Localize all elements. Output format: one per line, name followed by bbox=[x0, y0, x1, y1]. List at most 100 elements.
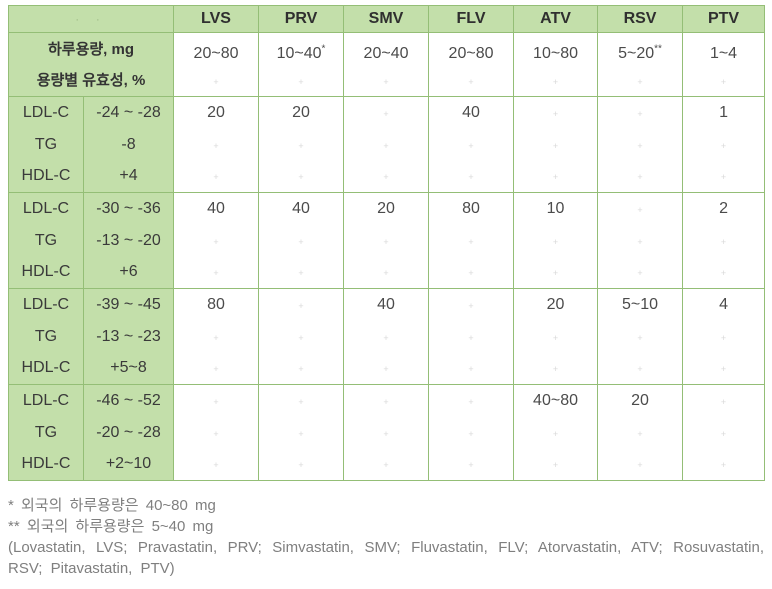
table-row: HDL-C +5~8 + + + + + + + bbox=[8, 352, 766, 385]
metric-range: +2~10 bbox=[82, 448, 175, 481]
empty-cell-mark: + bbox=[637, 428, 643, 439]
value-cell-atv: + bbox=[513, 160, 599, 193]
value-cell-atv: 20 bbox=[513, 288, 599, 321]
empty-cell-mark: + bbox=[298, 396, 304, 407]
value-cell-smv: + bbox=[343, 224, 430, 257]
value-cell-prv: + bbox=[258, 224, 345, 257]
value-cell-flv: + bbox=[428, 128, 515, 161]
empty-cell-mark: + bbox=[298, 460, 304, 471]
value-cell-rsv: 20 bbox=[597, 384, 684, 417]
table-header: · · LVS PRV SMV FLV ATV RSV PTV 하루용량, mg 용량별 유효성,… bbox=[7, 5, 766, 97]
empty-cell-mark: + bbox=[552, 172, 559, 183]
metric-range: -20 ~ -28 bbox=[82, 416, 175, 449]
column-header-ptv: PTV bbox=[682, 5, 766, 33]
metric-label: TG bbox=[8, 128, 84, 161]
metric-label: TG bbox=[8, 416, 84, 449]
abbreviation-legend: (Lovastatin, LVS; Pravastatin, PRV; Simv… bbox=[8, 539, 764, 577]
dose-value-atv: 10~80 + bbox=[513, 32, 599, 97]
empty-cell-mark: + bbox=[213, 364, 219, 375]
empty-cell-mark: + bbox=[468, 236, 474, 247]
empty-cell-mark: + bbox=[637, 332, 643, 343]
empty-cell-mark: + bbox=[468, 364, 474, 375]
empty-cell-mark: + bbox=[383, 76, 389, 87]
metric-label: LDL-C bbox=[8, 288, 84, 321]
empty-cell-mark: + bbox=[552, 332, 559, 343]
daily-dose-label: 하루용량, mg bbox=[47, 40, 135, 58]
empty-cell-mark: + bbox=[468, 428, 474, 439]
empty-cell-mark: + bbox=[637, 108, 643, 119]
value-cell-flv: + bbox=[428, 416, 515, 449]
empty-cell-mark: + bbox=[298, 428, 304, 439]
metric-label: HDL-C bbox=[8, 448, 84, 481]
value-cell-prv: + bbox=[258, 320, 345, 353]
metric-range: -13 ~ -23 bbox=[82, 320, 175, 353]
metric-label: LDL-C bbox=[8, 384, 84, 417]
empty-cell-mark: + bbox=[720, 364, 727, 375]
dose-value-lvs: 20~80 + bbox=[173, 32, 260, 97]
dose-value-ptv: 1~4 + bbox=[682, 32, 766, 97]
value-cell-smv: + bbox=[343, 128, 430, 161]
empty-cell-mark: + bbox=[298, 76, 304, 87]
column-header-prv: PRV bbox=[258, 5, 345, 33]
value-cell-atv: + bbox=[513, 320, 599, 353]
value-cell-prv: + bbox=[258, 384, 345, 417]
empty-cell-mark: + bbox=[720, 172, 727, 183]
column-header-rsv: RSV bbox=[597, 5, 684, 33]
value-cell-ptv: + bbox=[682, 160, 766, 193]
value-cell-atv: + bbox=[513, 128, 599, 161]
empty-cell-mark: + bbox=[298, 172, 304, 183]
value-cell-smv: 20 bbox=[343, 192, 430, 225]
column-header-lvs: LVS bbox=[173, 5, 260, 33]
empty-cell-mark: + bbox=[468, 172, 474, 183]
empty-cell-mark: + bbox=[383, 172, 389, 183]
value-cell-ptv: + bbox=[682, 352, 766, 385]
metric-label: TG bbox=[8, 320, 84, 353]
table-row: TG -13 ~ -23 + + + + + + + bbox=[8, 320, 766, 353]
empty-cell-mark: + bbox=[383, 396, 389, 407]
metric-range: +5~8 bbox=[82, 352, 175, 385]
empty-cell-mark: + bbox=[468, 460, 474, 471]
value-cell-lvs: + bbox=[173, 128, 260, 161]
empty-cell-mark: + bbox=[552, 76, 559, 87]
value-cell-rsv: + bbox=[597, 416, 684, 449]
empty-cell-mark: + bbox=[637, 172, 643, 183]
value-cell-lvs: + bbox=[173, 160, 260, 193]
metric-range: -30 ~ -36 bbox=[82, 192, 175, 225]
value-cell-lvs: 40 bbox=[173, 192, 260, 225]
table-row: TG -20 ~ -28 + + + + + + + bbox=[8, 416, 766, 449]
value-cell-flv: 40 bbox=[428, 96, 515, 129]
value-cell-prv: + bbox=[258, 288, 345, 321]
empty-cell-mark: + bbox=[637, 76, 643, 87]
value-cell-prv: + bbox=[258, 128, 345, 161]
value-cell-rsv: + bbox=[597, 448, 684, 481]
metric-label: HDL-C bbox=[8, 160, 84, 193]
column-header-flv: FLV bbox=[428, 5, 515, 33]
value-cell-prv: 40 bbox=[258, 192, 345, 225]
table-row: LDL-C -24 ~ -28 20 20 +40 + +1 bbox=[8, 96, 766, 129]
metric-label: LDL-C bbox=[8, 96, 84, 129]
value-cell-ptv: + bbox=[682, 320, 766, 353]
empty-cell-mark: + bbox=[383, 428, 389, 439]
value-cell-prv: + bbox=[258, 416, 345, 449]
value-cell-prv: + bbox=[258, 352, 345, 385]
empty-cell-mark: + bbox=[468, 268, 474, 279]
value-cell-lvs: 80 bbox=[173, 288, 260, 321]
value-cell-ptv: + bbox=[682, 384, 766, 417]
empty-cell-mark: + bbox=[213, 268, 219, 279]
metric-label: HDL-C bbox=[8, 256, 84, 289]
empty-cell-mark: + bbox=[213, 428, 219, 439]
value-cell-rsv: + bbox=[597, 192, 684, 225]
value-cell-lvs: + bbox=[173, 352, 260, 385]
empty-cell-mark: + bbox=[213, 76, 219, 87]
empty-cell-mark: + bbox=[637, 204, 643, 215]
empty-cell-mark: + bbox=[552, 268, 559, 279]
table-row: TG -13 ~ -20 + + + + + + + bbox=[8, 224, 766, 257]
metric-range: +4 bbox=[82, 160, 175, 193]
empty-cell-mark: + bbox=[552, 108, 559, 119]
empty-cell-mark: + bbox=[552, 140, 559, 151]
footnote-marker: * bbox=[321, 43, 326, 55]
empty-cell-mark: + bbox=[552, 460, 559, 471]
value-cell-lvs: + bbox=[173, 384, 260, 417]
empty-cell-mark: + bbox=[213, 172, 219, 183]
value-cell-ptv: 4 bbox=[682, 288, 766, 321]
